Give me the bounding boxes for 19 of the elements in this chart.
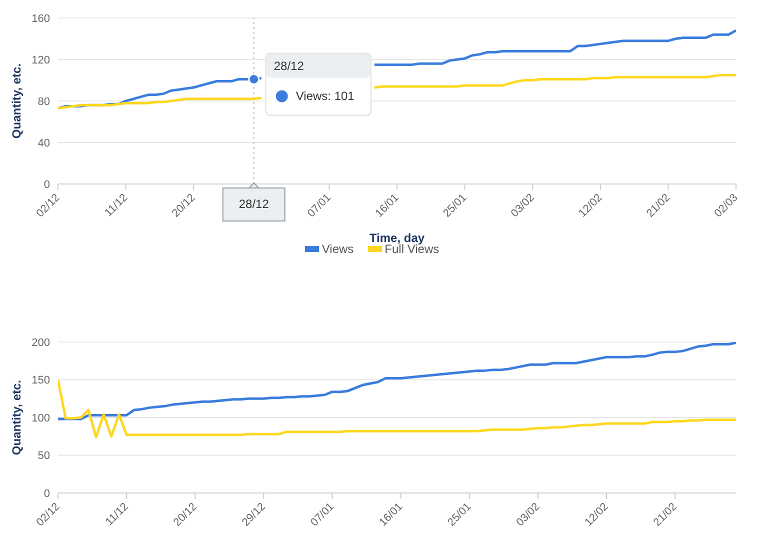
line-series — [58, 342, 736, 420]
y-tick-label: 50 — [38, 450, 50, 462]
y-tick-label: 200 — [32, 336, 50, 349]
y-tick-label: 160 — [32, 12, 50, 25]
legend-label: Views — [322, 242, 354, 256]
y-tick-label: 150 — [32, 374, 50, 387]
line-series — [58, 378, 736, 438]
x-axis-title: Time, day — [369, 231, 425, 245]
y-tick-label: 0 — [44, 488, 50, 500]
y-axis-title: Quantity, etc. — [9, 63, 24, 139]
y-tick-label: 80 — [38, 96, 50, 108]
category-label: 28/12 — [274, 59, 304, 74]
y-tick-label: 100 — [32, 412, 50, 424]
y-tick-label: 40 — [38, 137, 50, 150]
y-axis-title: Quantity, etc. — [9, 380, 24, 456]
y-tick-label: 0 — [44, 178, 50, 191]
y-tick-label: 120 — [32, 54, 50, 66]
x-tick-label: 28/12 — [238, 197, 270, 211]
annotation: Views: 101 — [296, 89, 355, 104]
